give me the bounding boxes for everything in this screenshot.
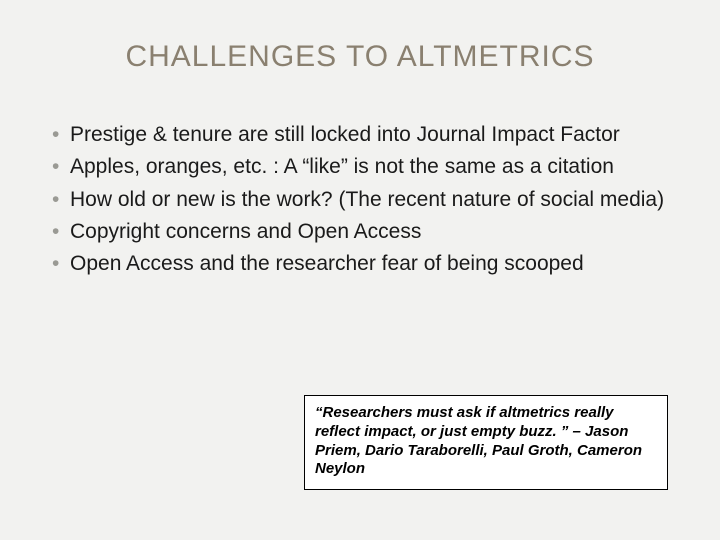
list-item: Copyright concerns and Open Access [52, 219, 680, 245]
slide-title: CHALLENGES TO ALTMETRICS [40, 40, 680, 74]
list-item: Prestige & tenure are still locked into … [52, 122, 680, 148]
slide: CHALLENGES TO ALTMETRICS Prestige & tenu… [0, 0, 720, 540]
quote-text: “Researchers must ask if altmetrics real… [315, 404, 657, 479]
quote-box: “Researchers must ask if altmetrics real… [304, 395, 668, 490]
list-item: How old or new is the work? (The recent … [52, 187, 680, 213]
list-item: Apples, oranges, etc. : A “like” is not … [52, 154, 680, 180]
list-item: Open Access and the researcher fear of b… [52, 251, 680, 277]
bullet-list: Prestige & tenure are still locked into … [40, 122, 680, 277]
